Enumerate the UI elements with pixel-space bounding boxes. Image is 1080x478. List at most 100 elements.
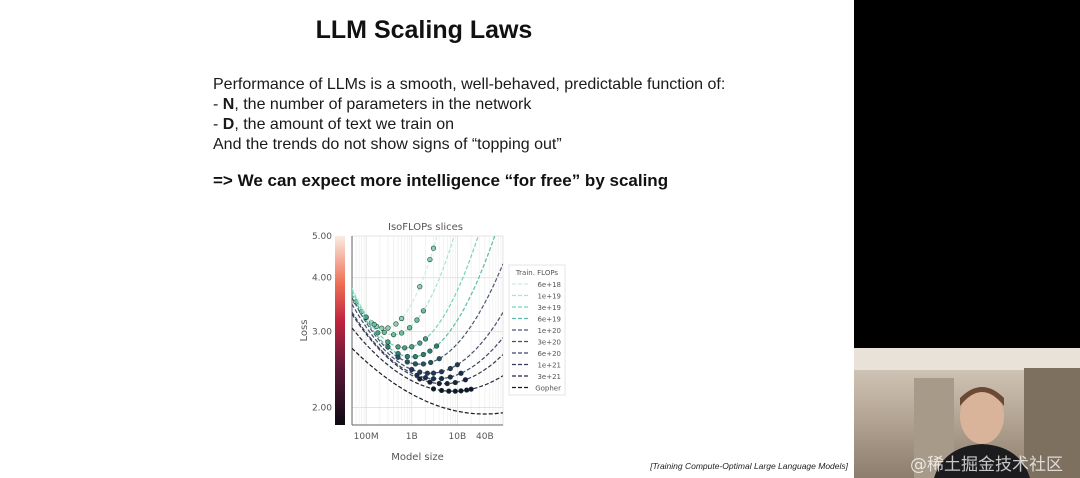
legend-label: 6e+18 xyxy=(537,281,561,289)
data-point xyxy=(468,386,474,392)
data-point xyxy=(407,325,413,331)
data-point xyxy=(404,353,410,360)
bullet-text: , the amount of text we train on xyxy=(234,116,455,133)
data-point xyxy=(385,339,391,345)
data-point xyxy=(430,370,437,376)
legend-label: 3e+19 xyxy=(537,304,561,312)
legend-title: Train. FLOPs xyxy=(515,269,559,277)
conclusion: => We can expect more intelligence “for … xyxy=(213,171,669,190)
bullet-term: D xyxy=(222,116,235,133)
data-point xyxy=(447,365,453,372)
bullet-prefix: - xyxy=(213,96,223,113)
data-point xyxy=(427,348,433,354)
data-point xyxy=(428,359,434,366)
data-point xyxy=(399,330,405,336)
data-point xyxy=(452,388,458,394)
y-axis-label: Loss xyxy=(299,320,310,342)
x-tick-label: 10B xyxy=(449,432,467,442)
legend-label: 6e+19 xyxy=(537,316,561,324)
data-point xyxy=(404,359,410,365)
legend-label: 1e+20 xyxy=(537,327,561,335)
data-point xyxy=(462,377,469,383)
data-point xyxy=(385,325,391,331)
data-point xyxy=(412,361,418,367)
x-tick-label: 100M xyxy=(354,432,379,442)
webcam-feed xyxy=(854,348,1080,478)
isoflops-chart: 5.00 4.00 3.00 2.00 100M 1B 10B 40B IsoFLOPs sli… xyxy=(299,222,566,463)
data-point xyxy=(420,361,427,367)
data-point xyxy=(414,317,420,323)
data-point xyxy=(433,343,440,349)
isoflop-curve-1e+20 xyxy=(352,263,503,365)
data-point xyxy=(375,330,381,336)
bullet-text: , the number of parameters in the networ… xyxy=(234,96,532,113)
data-point xyxy=(430,376,437,382)
intro-line: Performance of LLMs is a smooth, well-be… xyxy=(213,76,726,93)
bullet-n: - N, the number of parameters in the net… xyxy=(213,96,531,114)
data-point xyxy=(427,379,433,385)
data-point xyxy=(427,256,433,263)
data-point xyxy=(438,369,445,375)
trend-line: And the trends do not show signs of “top… xyxy=(213,136,562,153)
data-point xyxy=(424,370,430,376)
y-tick-label: 4.00 xyxy=(312,274,332,284)
data-point xyxy=(454,362,460,368)
x-axis-label: Model size xyxy=(391,452,444,463)
data-point xyxy=(436,380,442,387)
watermark: @稀土掘金技术社区 xyxy=(910,455,1063,475)
legend-label: 1e+21 xyxy=(537,362,561,370)
legend-label: 1e+19 xyxy=(537,293,561,301)
bullet-d: - D, the amount of text we train on xyxy=(213,116,454,134)
data-point xyxy=(379,325,385,331)
isoflop-curve-6e+19 xyxy=(352,236,496,358)
data-point xyxy=(371,321,377,328)
chart-title: IsoFLOPs slices xyxy=(388,222,463,233)
data-point xyxy=(458,370,464,376)
data-point xyxy=(444,380,450,387)
data-point xyxy=(420,308,427,314)
data-point xyxy=(446,388,452,394)
data-point xyxy=(422,375,429,381)
legend-label: 6e+20 xyxy=(537,350,561,358)
x-tick-label: 40B xyxy=(476,432,494,442)
data-point xyxy=(399,315,405,322)
data-point xyxy=(458,388,464,394)
slide: LLM Scaling Laws Performance of LLMs is … xyxy=(0,0,854,478)
bullet-prefix: - xyxy=(213,116,223,133)
data-point xyxy=(412,354,418,360)
legend-label: Gopher xyxy=(535,385,561,393)
isoflop-curve-3e+21 xyxy=(352,327,503,392)
citation: [Training Compute-Optimal Large Language… xyxy=(650,461,848,471)
legend: Train. FLOPs 6e+18 1e+19 3e+19 6e+19 1e+20 3e+… xyxy=(508,264,566,396)
colorbar xyxy=(335,236,345,425)
bullet-term: N xyxy=(222,96,235,113)
data-point xyxy=(391,332,397,338)
data-point xyxy=(422,336,429,342)
isoflop-curve-3e+20 xyxy=(352,303,503,374)
webcam-black-area xyxy=(854,0,1080,348)
y-tick-label: 3.00 xyxy=(312,328,332,338)
data-point xyxy=(402,345,408,351)
data-point xyxy=(409,344,415,350)
data-point xyxy=(381,329,387,335)
data-point xyxy=(417,340,423,346)
y-tick-label: 2.00 xyxy=(312,403,332,413)
data-point xyxy=(452,379,458,386)
data-point xyxy=(430,386,437,392)
data-point xyxy=(438,375,445,382)
data-point xyxy=(436,356,442,362)
data-point xyxy=(438,387,445,394)
data-point xyxy=(409,366,415,373)
data-point xyxy=(395,354,401,360)
data-point xyxy=(420,351,427,358)
data-point xyxy=(393,321,399,327)
data-point xyxy=(417,284,423,290)
x-tick-label: 1B xyxy=(406,432,418,442)
slide-title: LLM Scaling Laws xyxy=(315,16,533,44)
data-point xyxy=(417,376,423,382)
data-point xyxy=(464,387,470,393)
data-point xyxy=(447,374,453,380)
isoflop-curve-Gopher xyxy=(352,347,503,415)
presenter-image xyxy=(854,348,1080,478)
data-point xyxy=(395,344,401,350)
